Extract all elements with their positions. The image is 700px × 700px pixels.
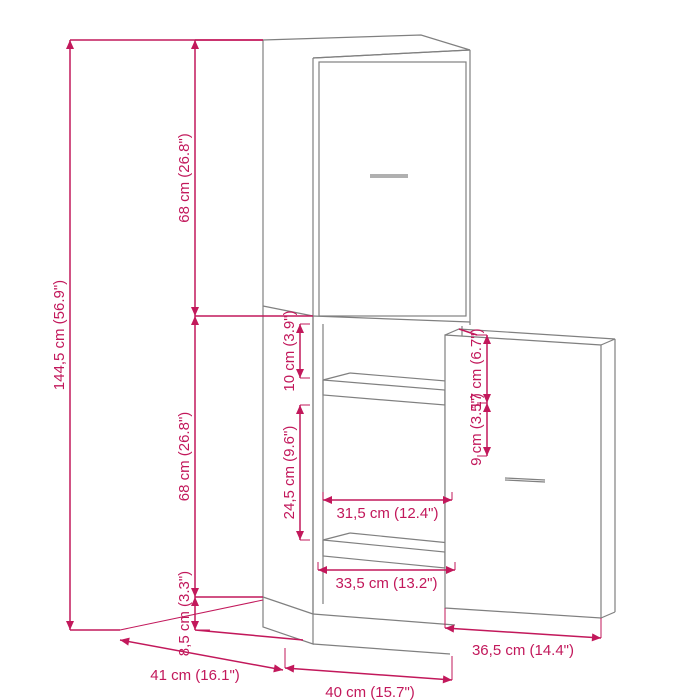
dim-front-width-label: 36,5 cm (14.4") — [472, 642, 574, 659]
dim-drawer-inner-h-label: 24,5 cm (9.6") — [281, 426, 298, 520]
dim-inner-width-label: 31,5 cm (12.4") — [336, 505, 438, 522]
dim-depth-label: 41 cm (16.1") — [150, 667, 240, 684]
dim-total-height-label: 144,5 cm (56.9") — [51, 280, 68, 390]
dim-inner-bottom-label: 9 cm (3.5") — [468, 393, 485, 466]
upper-door — [319, 62, 466, 316]
dim-total-width-label: 40 cm (15.7") — [325, 684, 415, 700]
dim-depth — [120, 640, 283, 670]
dim-lower-height-label: 68 cm (26.8") — [176, 412, 193, 502]
dim-front-width — [445, 628, 601, 638]
dim-base-height-label: 8,5 cm (3.3") — [176, 571, 193, 656]
dim-upper-height-label: 68 cm (26.8") — [176, 133, 193, 223]
dim-drawer-depth-label: 33,5 cm (13.2") — [335, 575, 437, 592]
dim-total-width — [285, 668, 452, 680]
dim-gap-height-label: 10 cm (3.9") — [281, 310, 298, 391]
